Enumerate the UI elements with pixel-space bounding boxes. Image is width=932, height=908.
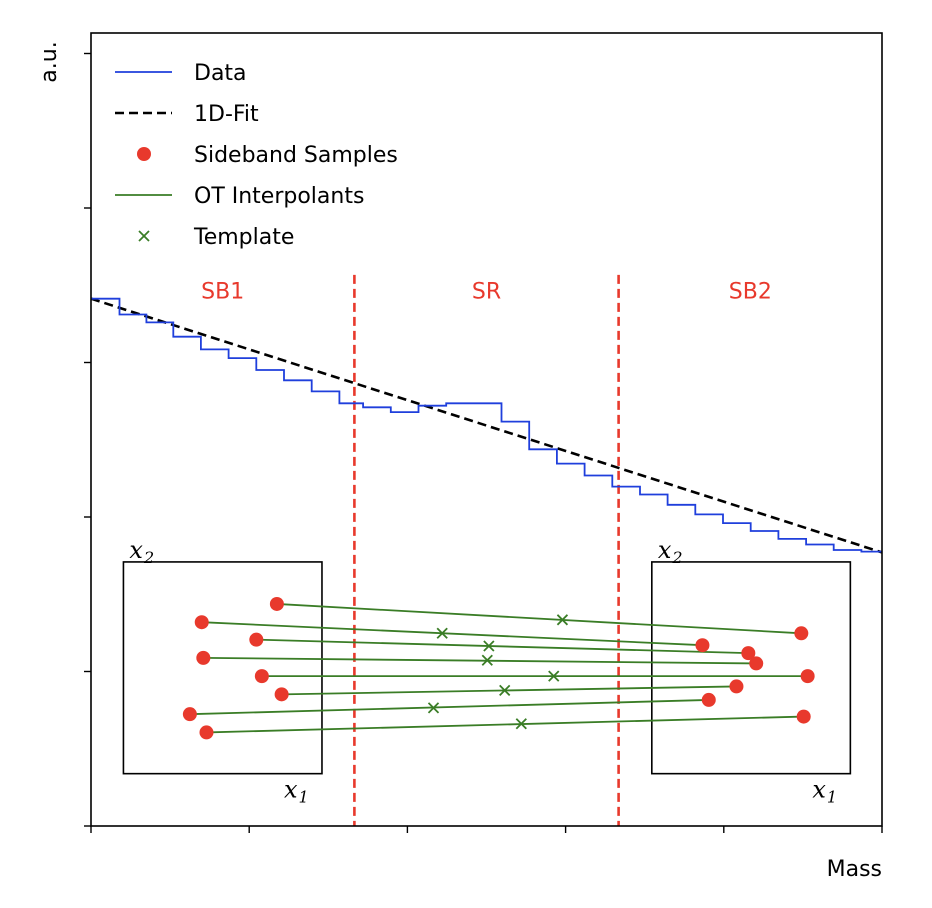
y-axis-label: a.u. xyxy=(37,41,62,82)
legend-entry: Sideband Samples xyxy=(137,143,398,168)
sideband-sample-sb1 xyxy=(254,669,269,684)
regions-layer: SB1 SR SB2 xyxy=(201,274,772,826)
sideband-sample-sb2 xyxy=(701,692,716,707)
inset-box-1 xyxy=(122,561,323,775)
sideband-sample-sb1 xyxy=(249,632,264,647)
sideband-sample-sb1 xyxy=(196,650,211,665)
x-axis-label: Mass xyxy=(827,857,882,882)
template-cross xyxy=(427,702,440,714)
sideband-sample-sb1 xyxy=(194,615,209,630)
legend-entry: Template xyxy=(138,225,294,250)
inset-2-x-sub: 1 xyxy=(827,788,837,807)
sideband-sample-sb2 xyxy=(741,646,756,661)
region-label-sb2: SB2 xyxy=(729,280,772,305)
ot-interpolant-line xyxy=(281,685,737,696)
ot-interpolant-line xyxy=(276,603,802,635)
sideband-sample-sb2 xyxy=(794,626,809,641)
data-layer xyxy=(91,297,882,553)
sideband-sample-sb1 xyxy=(182,707,197,722)
region-label-sr: SR xyxy=(472,280,501,305)
inset-box-2 xyxy=(651,561,852,775)
sideband-sample-sb1 xyxy=(274,687,289,702)
template-cross xyxy=(499,684,511,697)
template-cross xyxy=(548,670,560,682)
legend-entry: OT Interpolants xyxy=(115,184,364,209)
ot-interpolant-line xyxy=(203,656,757,665)
legend: Data 1D-Fit Sideband Samples OT Interpolant… xyxy=(115,61,398,250)
legend-label: OT Interpolants xyxy=(194,184,364,209)
legend-label: Data xyxy=(194,61,247,86)
ot-interpolant-line xyxy=(189,699,709,716)
legend-label: 1D-Fit xyxy=(194,102,259,127)
legend-swatch xyxy=(137,147,151,161)
ot-interpolant-line xyxy=(256,638,749,655)
inset-1-y-label: x2 xyxy=(129,536,154,567)
fit-layer xyxy=(91,297,882,554)
sideband-sample-sb2 xyxy=(796,709,811,724)
template-cross xyxy=(436,627,448,639)
inset-1-y-sub: 2 xyxy=(143,548,154,567)
sideband-sample-sb2 xyxy=(695,638,710,653)
legend-swatch xyxy=(138,230,150,242)
ot-interpolants-layer xyxy=(182,596,815,740)
inset-1-x-sub: 1 xyxy=(299,788,309,807)
data-histogram xyxy=(91,297,882,553)
region-label-sb1: SB1 xyxy=(201,280,244,305)
insets-layer: x2 x1 x2 x1 xyxy=(122,536,852,807)
ot-interpolant-line xyxy=(206,715,804,734)
sideband-sample-sb1 xyxy=(199,725,214,740)
ticks-layer xyxy=(84,52,883,833)
template-cross xyxy=(483,640,495,652)
inset-2-x-label: x1 xyxy=(812,776,837,807)
sideband-sample-sb1 xyxy=(269,596,284,611)
sideband-sample-sb2 xyxy=(729,679,744,694)
template-cross xyxy=(515,718,527,730)
inset-1-x-label: x1 xyxy=(284,776,309,807)
legend-label: Template xyxy=(193,225,294,250)
template-cross xyxy=(556,614,569,626)
legend-label: Sideband Samples xyxy=(194,143,398,168)
fit-line xyxy=(91,297,882,554)
ot-interpolant-line xyxy=(201,621,703,647)
inset-2-y-sub: 2 xyxy=(671,548,682,567)
sideband-sample-sb2 xyxy=(800,669,815,684)
legend-entry: Data xyxy=(115,61,247,86)
sideband-sample-sb2 xyxy=(749,656,764,671)
inset-2-y-label: x2 xyxy=(658,536,683,567)
plot-frame xyxy=(90,32,883,827)
template-cross xyxy=(481,654,493,666)
legend-entry: 1D-Fit xyxy=(115,102,259,127)
